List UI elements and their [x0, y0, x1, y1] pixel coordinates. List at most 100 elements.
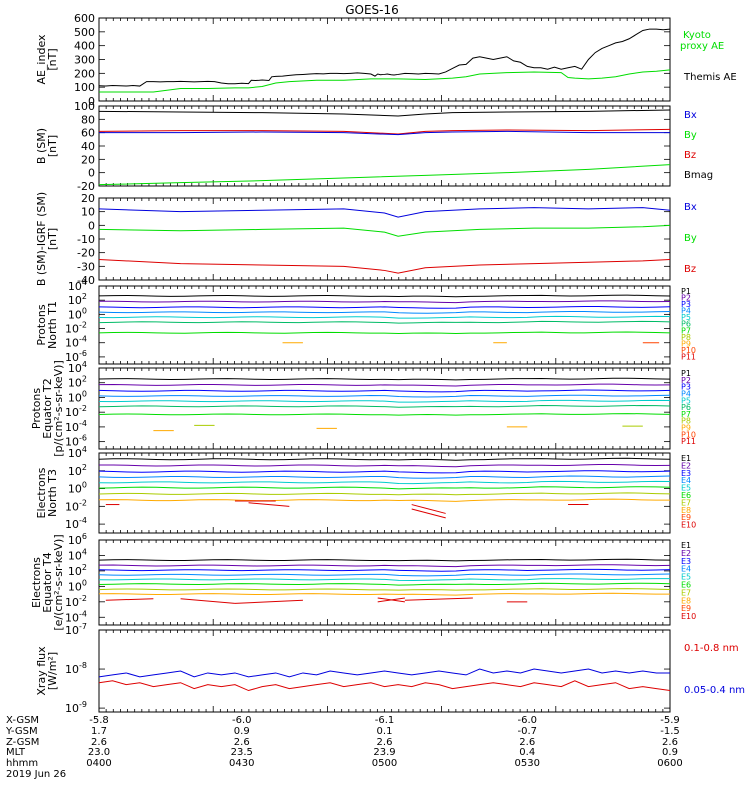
y-axis-label: [W/m²] [46, 652, 59, 690]
y-tick-label: -30 [77, 260, 95, 273]
y-axis-label: Electrons [35, 467, 48, 518]
legend-entry: P5 [681, 313, 691, 322]
x-row-value: 2.6 [519, 737, 535, 748]
flux-line [98, 389, 671, 393]
legend-entry: P6 [681, 403, 691, 412]
legend-entry: E3 [681, 469, 691, 478]
y-axis-label: Equator T4 [41, 552, 54, 612]
y-tick-label: 104 [68, 360, 87, 375]
y-tick-label: 10-9 [65, 700, 87, 715]
legend-entry: E6 [681, 491, 691, 500]
y-tick-label: 0 [88, 219, 95, 232]
y-axis-label: [nT] [46, 48, 59, 70]
series-line [99, 69, 671, 93]
legend-entry: E3 [681, 557, 691, 566]
series-line [98, 680, 671, 692]
flux-line [98, 399, 671, 403]
legend-entry: P6 [681, 320, 691, 329]
x-row-value: 0.4 [519, 747, 535, 758]
legend-entry: E10 [681, 521, 696, 530]
legend-entry: P8 [681, 417, 691, 426]
x-row-value: -5.9 [660, 715, 680, 726]
legend-entry: Kyoto [683, 30, 711, 41]
y-tick-label: -20 [77, 247, 95, 260]
series-line [99, 130, 670, 136]
series-segment [180, 598, 235, 604]
y-axis-label: [p/(cm²-s-sr-keV)] [52, 360, 65, 457]
legend-entry: P11 [681, 352, 696, 361]
flux-line [98, 457, 671, 461]
legend-entry: P10 [681, 430, 696, 439]
series-line [98, 224, 671, 237]
y-tick-label: 10-4 [65, 419, 87, 434]
flux-line [98, 578, 671, 581]
x-axis-table: X-GSM -5.8 -6.0 -6.1 -6.0 -5.9 Y-GSM 1.7 0.9 0.1 -… [5, 715, 683, 780]
series-segment [105, 598, 154, 601]
x-row-value: 0.9 [662, 747, 678, 758]
panel-frame [98, 539, 671, 626]
legend-entry: P10 [681, 346, 696, 355]
legend-entry: E4 [681, 476, 691, 485]
y-axis-label: [nT] [46, 135, 59, 157]
x-row-value: -6.0 [232, 715, 252, 726]
flux-line [98, 331, 671, 334]
y-tick-label: 100 [68, 481, 87, 496]
legend-entry: E2 [681, 549, 691, 558]
legend-entry: E1 [681, 454, 691, 463]
legend-entry: Themis AE [683, 72, 737, 83]
legend-entry: E5 [681, 484, 691, 493]
x-row-value: 2.6 [91, 737, 107, 748]
legend-entry: By [684, 130, 697, 141]
x-row-value: 23.9 [373, 747, 395, 758]
series-line [98, 259, 671, 274]
flux-line [98, 592, 671, 596]
flux-line [98, 492, 671, 496]
x-row-value: 2.6 [234, 737, 250, 748]
legend-entry: E8 [681, 596, 691, 605]
x-row-label: Z-GSM [6, 737, 39, 748]
flux-line [98, 404, 671, 408]
x-row-label: Y-GSM [5, 726, 38, 737]
y-axis-label: AE_index [35, 34, 48, 85]
x-row-value: 1.7 [91, 726, 107, 737]
y-tick-label: -10 [77, 233, 95, 246]
y-tick-label: -20 [77, 180, 95, 193]
y-axis-label: B (SM)-IGRF (SM) [35, 192, 48, 286]
legend-entry: E4 [681, 565, 691, 574]
y-axis-label: Xray flux [35, 646, 48, 696]
x-row-value: 2.6 [377, 737, 393, 748]
series-line [98, 28, 671, 87]
y-tick-label: 100 [68, 578, 87, 593]
y-tick-label: 102 [68, 463, 87, 478]
flux-line [98, 310, 671, 314]
x-row-value: -1.5 [660, 726, 680, 737]
y-axis-label: B (SM) [35, 128, 48, 164]
y-tick-label: 100 [74, 100, 95, 113]
y-tick-label: 10-2 [65, 498, 87, 513]
series-segment [248, 502, 290, 507]
flux-line [98, 558, 671, 562]
y-axis-label: [e/(cm²-s-sr-keV)] [52, 534, 65, 630]
x-row-value: 0.1 [377, 726, 393, 737]
y-tick-label: 400 [74, 40, 95, 53]
y-tick-label: 10-2 [65, 594, 87, 609]
legend-entry: Bmag [684, 170, 713, 181]
x-row-value: 23.5 [231, 747, 253, 758]
legend-entry: E2 [681, 461, 691, 470]
y-tick-label: 600 [74, 12, 95, 25]
flux-line [98, 588, 671, 591]
legend-entry: P7 [681, 326, 691, 335]
legend-entry: P4 [681, 307, 691, 316]
flux-line [98, 413, 671, 416]
y-tick-label: 100 [68, 306, 87, 321]
y-tick-label: 10-2 [65, 404, 87, 419]
flux-line [98, 464, 671, 468]
series-segment [377, 597, 405, 603]
x-row-value: -5.8 [89, 715, 109, 726]
y-tick-label: 10-8 [65, 661, 87, 676]
flux-line [98, 315, 671, 319]
legend-entry: P9 [681, 424, 691, 433]
